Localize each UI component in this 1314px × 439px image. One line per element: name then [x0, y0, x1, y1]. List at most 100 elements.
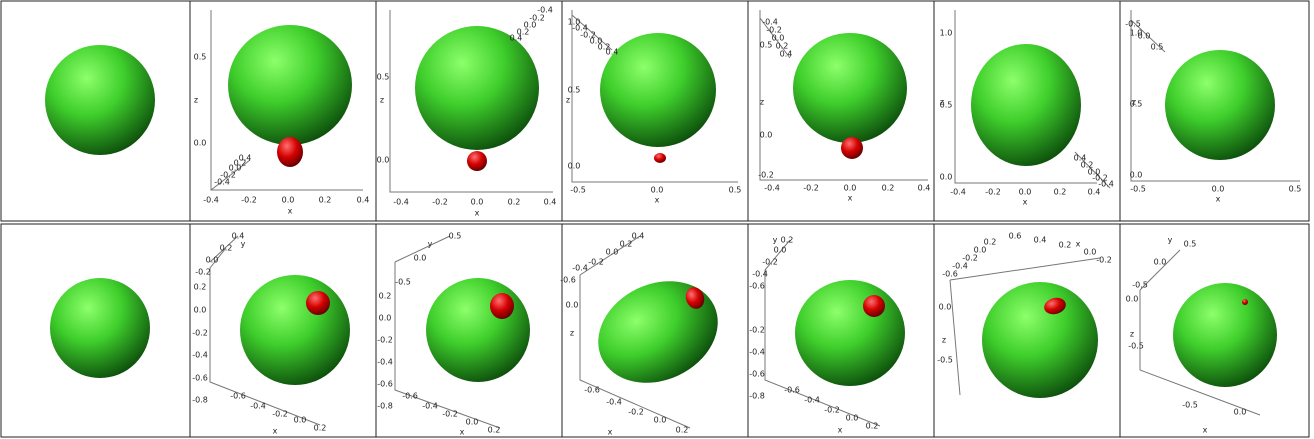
- axis-label: -0.6: [377, 380, 393, 389]
- axis-label: -0.2: [529, 14, 545, 23]
- axis-label: 0.0: [846, 414, 859, 423]
- axis-label: 0.2: [488, 426, 501, 435]
- axis-label: 0.0: [1019, 188, 1032, 197]
- axis-label: 0.0: [194, 306, 207, 315]
- axis-label: -0.4: [762, 18, 778, 27]
- axis-label: 0.2: [314, 424, 327, 433]
- axis-label: 0.5: [940, 101, 953, 110]
- axis-line: [1130, 19, 1166, 53]
- axis-label: -0.4: [572, 24, 588, 33]
- axis-label: -0.4: [950, 188, 966, 197]
- axis-label: 0.0: [1088, 168, 1101, 177]
- axis-label: -0.8: [377, 402, 393, 411]
- axis-label: -0.6: [560, 276, 576, 285]
- axis-label: 0.0: [377, 156, 390, 165]
- axis-label: -0.4: [764, 184, 780, 193]
- axis-label: 0.5: [729, 186, 742, 195]
- green-body: [415, 26, 539, 150]
- axis-line: [209, 235, 239, 263]
- axis-label: -0.4: [203, 196, 219, 205]
- axis-label: -0.2: [442, 410, 458, 419]
- axis-label: 0.4: [1074, 154, 1087, 163]
- axis-label: -0.5: [395, 278, 411, 287]
- axis-label: -0.5: [1125, 20, 1141, 29]
- axis-line: [394, 235, 451, 263]
- axis-label: 0.0: [1212, 185, 1225, 194]
- axis-label: 0.2: [220, 244, 233, 253]
- axis-label: -0.4: [393, 198, 409, 207]
- axis-label: 0.0: [1234, 408, 1247, 417]
- axis-label: 0.2: [620, 240, 633, 249]
- axis-label: x: [655, 196, 660, 205]
- axis-label: 0.4: [780, 50, 793, 59]
- axis-label: 0.0: [1084, 248, 1097, 257]
- axis-label: 0.0: [194, 139, 207, 148]
- axis-label: -0.4: [1098, 180, 1114, 189]
- red-body: [277, 137, 303, 167]
- axis-label: 0.2: [1081, 161, 1094, 170]
- axis-label: -0.5: [1130, 185, 1146, 194]
- axis-label: -0.2: [749, 326, 765, 335]
- red-body: [1044, 297, 1066, 315]
- green-body: [45, 45, 155, 155]
- axis-label: y: [428, 240, 433, 249]
- axis-label: -0.6: [749, 370, 765, 379]
- axis-label: 0.0: [606, 248, 619, 257]
- axis-label: -0.2: [985, 188, 1001, 197]
- red-body: [306, 291, 330, 315]
- axis-line: [764, 270, 881, 427]
- axis-line: [209, 247, 321, 426]
- axis-label: -0.2: [580, 31, 596, 40]
- axis-label: z: [1132, 98, 1136, 107]
- red-body: [863, 295, 885, 317]
- green-body: [793, 33, 907, 143]
- axis-label: 0.0: [568, 162, 581, 171]
- axis-label: x: [460, 428, 465, 437]
- axis-label: 0.2: [598, 43, 611, 52]
- green-body: [228, 25, 352, 145]
- axis-label: -0.2: [962, 254, 978, 263]
- axis-label: 0.0: [524, 21, 537, 30]
- axis-label: -0.4: [422, 402, 438, 411]
- axis-label: z: [380, 96, 384, 105]
- green-body: [1165, 50, 1275, 160]
- axis-label: 0.4: [918, 184, 931, 193]
- axis-label: 0.2: [379, 292, 392, 301]
- axis-label: -0.2: [377, 336, 393, 345]
- axis-line: [1074, 151, 1111, 189]
- red-body: [685, 287, 705, 309]
- panel: [1119, 223, 1310, 438]
- axis-label: 0.0: [566, 301, 579, 310]
- axis-label: -0.5: [937, 356, 953, 365]
- axis-label: 0.2: [517, 28, 530, 37]
- axis-line: [579, 235, 641, 276]
- green-body: [971, 44, 1081, 166]
- axis-label: x: [1216, 195, 1221, 204]
- axis-label: 0.4: [357, 196, 370, 205]
- axis-label: -0.2: [241, 196, 257, 205]
- axis-label: 0.2: [1059, 241, 1072, 250]
- red-body: [841, 137, 863, 159]
- axis-line: [764, 239, 791, 271]
- axis-label: 0.0: [590, 37, 603, 46]
- axis-label: 0.5: [377, 73, 390, 82]
- axis-label: 0.0: [1126, 295, 1139, 304]
- axis-label: 0.4: [232, 232, 245, 241]
- axis-label: -0.2: [220, 171, 236, 180]
- axis-label: 0.0: [1130, 171, 1143, 180]
- axis-label: 1.0: [568, 18, 581, 27]
- green-body: [50, 278, 150, 378]
- axis-label: -0.4: [572, 264, 588, 273]
- axis-label: -0.4: [606, 398, 622, 407]
- red-body: [1242, 299, 1248, 305]
- axis-label: z: [940, 98, 944, 107]
- axis-label: 0.0: [471, 198, 484, 207]
- axis-label: 0.2: [319, 196, 332, 205]
- axis-label: 0.0: [294, 416, 307, 425]
- axis-label: y: [241, 240, 246, 249]
- axis-label: x: [1023, 198, 1028, 207]
- axis-label: -0.4: [250, 402, 266, 411]
- axis-label: 0.0: [772, 34, 785, 43]
- axis-label: -0.2: [762, 258, 778, 267]
- axis-label: -0.6: [192, 374, 208, 383]
